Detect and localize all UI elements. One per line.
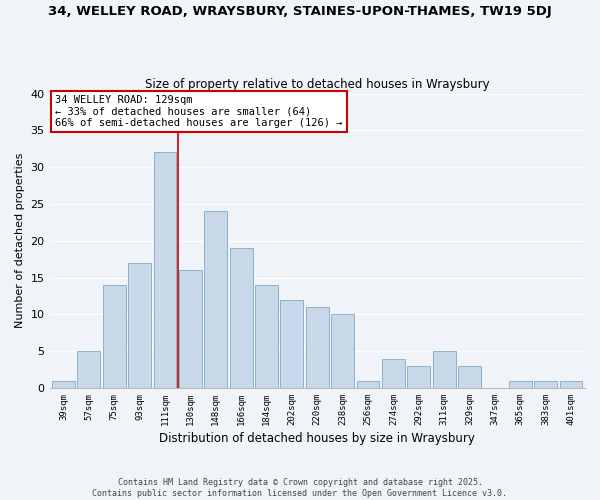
Bar — [382, 358, 405, 388]
Bar — [306, 307, 329, 388]
Bar — [433, 351, 455, 388]
Bar — [356, 380, 379, 388]
Bar — [128, 263, 151, 388]
X-axis label: Distribution of detached houses by size in Wraysbury: Distribution of detached houses by size … — [160, 432, 475, 445]
Bar — [458, 366, 481, 388]
Bar — [179, 270, 202, 388]
Text: 34 WELLEY ROAD: 129sqm
← 33% of detached houses are smaller (64)
66% of semi-det: 34 WELLEY ROAD: 129sqm ← 33% of detached… — [55, 95, 343, 128]
Bar — [255, 285, 278, 388]
Bar — [407, 366, 430, 388]
Bar — [280, 300, 304, 388]
Text: 34, WELLEY ROAD, WRAYSBURY, STAINES-UPON-THAMES, TW19 5DJ: 34, WELLEY ROAD, WRAYSBURY, STAINES-UPON… — [48, 5, 552, 18]
Bar — [103, 285, 125, 388]
Bar — [331, 314, 354, 388]
Bar — [205, 212, 227, 388]
Bar — [154, 152, 176, 388]
Bar — [77, 351, 100, 388]
Bar — [52, 380, 75, 388]
Bar — [534, 380, 557, 388]
Title: Size of property relative to detached houses in Wraysbury: Size of property relative to detached ho… — [145, 78, 490, 91]
Bar — [560, 380, 583, 388]
Y-axis label: Number of detached properties: Number of detached properties — [15, 153, 25, 328]
Text: Contains HM Land Registry data © Crown copyright and database right 2025.
Contai: Contains HM Land Registry data © Crown c… — [92, 478, 508, 498]
Bar — [230, 248, 253, 388]
Bar — [509, 380, 532, 388]
